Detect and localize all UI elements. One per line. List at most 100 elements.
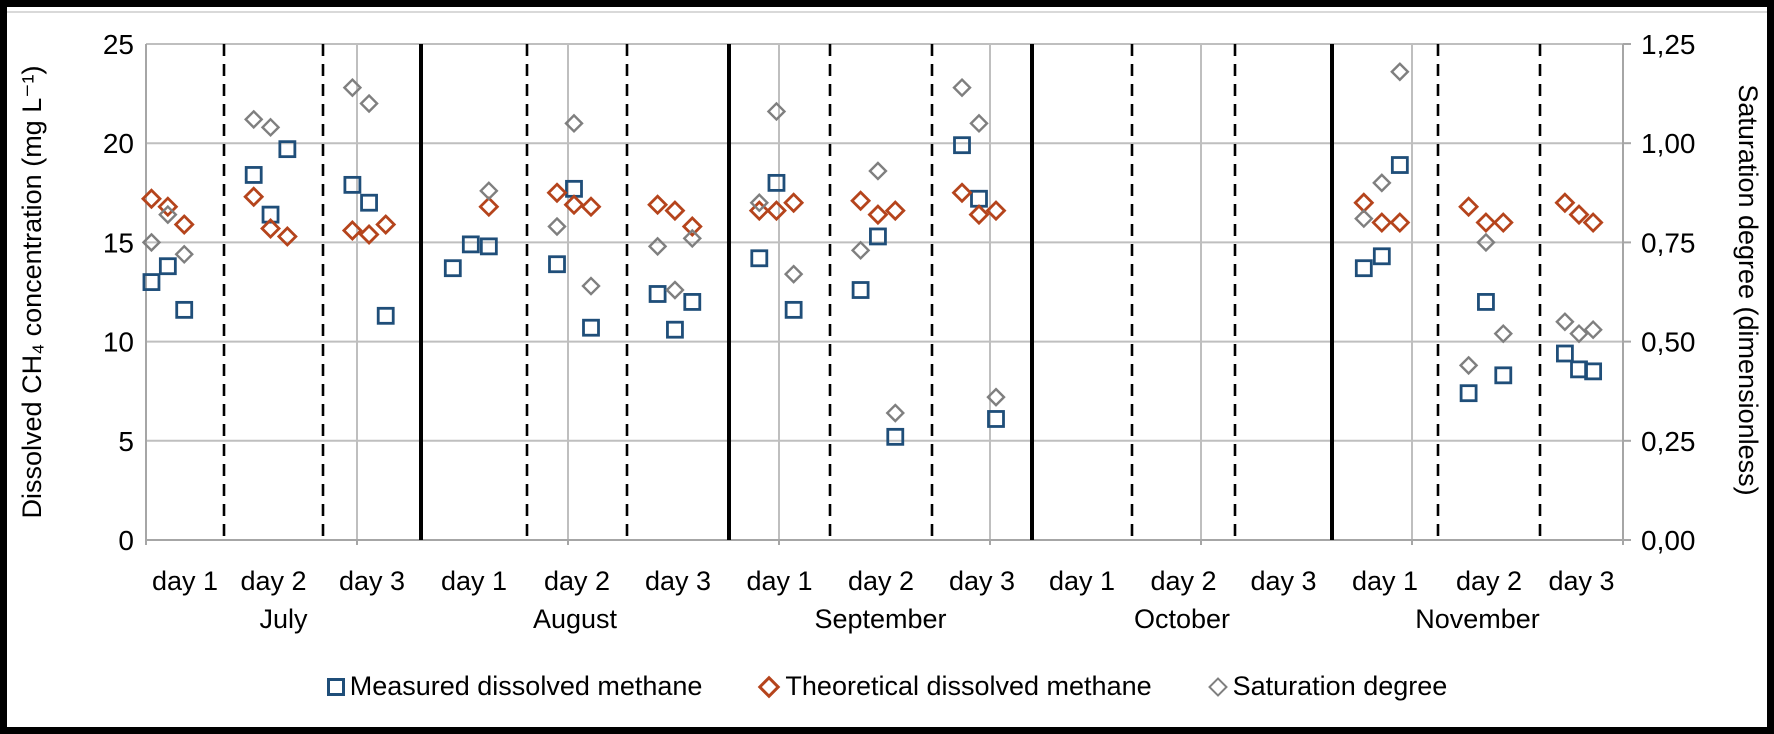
measured-point — [1372, 247, 1391, 266]
series-saturation — [141, 62, 1603, 423]
day-label: day 1 — [152, 566, 218, 596]
theoretical-point — [1492, 212, 1514, 234]
day-label: day 2 — [1150, 566, 1216, 596]
measured-point — [244, 166, 263, 184]
measured-point — [666, 320, 684, 339]
measured-point — [987, 410, 1005, 428]
theoretical-point — [358, 223, 380, 245]
series-theoretical — [140, 182, 1604, 247]
measured-point — [548, 255, 566, 274]
y-right-tick: 0,25 — [1641, 426, 1696, 457]
saturation-point — [1354, 208, 1374, 229]
measured-square-icon — [326, 677, 345, 696]
y-left-tick: 20 — [103, 128, 134, 159]
theoretical-point — [765, 200, 787, 222]
saturation-point — [1390, 62, 1410, 82]
theoretical-point — [140, 188, 162, 210]
measured-point — [175, 300, 194, 319]
theoretical-point — [1389, 212, 1411, 234]
day-label: day 1 — [1352, 566, 1418, 596]
theoretical-point — [681, 216, 703, 238]
day-label: day 2 — [1456, 566, 1522, 596]
day-label: day 2 — [848, 566, 914, 596]
saturation-point — [581, 276, 601, 296]
month-label: July — [259, 604, 308, 634]
month-label: September — [814, 604, 946, 634]
month-separators — [419, 44, 1334, 540]
measured-point — [479, 237, 498, 256]
theoretical-point — [968, 204, 990, 226]
theoretical-point — [580, 196, 602, 218]
theoretical-point — [546, 182, 568, 204]
day-label: day 3 — [339, 566, 405, 596]
saturation-point — [158, 204, 178, 225]
day-label: day 3 — [949, 566, 1015, 596]
y-right-tick: 1,25 — [1641, 29, 1696, 60]
theoretical-point — [157, 196, 179, 218]
measured-point — [1556, 344, 1574, 363]
measured-point — [970, 189, 988, 208]
theoretical-point — [1353, 192, 1375, 214]
theoretical-point — [850, 190, 872, 212]
saturation-point — [1493, 323, 1513, 344]
day-label: day 2 — [544, 566, 610, 596]
theoretical-point — [783, 192, 805, 214]
theoretical-point — [375, 214, 397, 236]
theoretical-point — [884, 200, 906, 222]
saturation-point — [1555, 312, 1575, 332]
theoretical-point — [563, 194, 585, 216]
measured-point — [851, 281, 870, 299]
saturation-point — [1458, 355, 1479, 376]
saturation-point — [564, 113, 584, 134]
y-right-tick: 0,00 — [1641, 525, 1696, 556]
theoretical-point — [1568, 204, 1590, 226]
theoretical-point — [867, 204, 889, 226]
measured-point — [953, 136, 971, 155]
measured-point — [683, 293, 702, 311]
measured-point — [343, 175, 362, 194]
y-left-tick: 25 — [103, 29, 134, 60]
chart-legend: Measured dissolved methane Theoretical d… — [7, 671, 1767, 702]
saturation-point — [479, 181, 499, 201]
theoretical-point — [276, 225, 298, 247]
measured-point — [461, 235, 480, 254]
saturation-point — [141, 232, 162, 253]
day-label: day 3 — [1250, 566, 1316, 596]
theoretical-point — [173, 214, 195, 236]
saturation-point — [749, 193, 769, 213]
measured-point — [1584, 362, 1603, 381]
measured-point — [1477, 293, 1495, 311]
measured-point — [443, 259, 462, 278]
theoretical-point — [664, 200, 686, 222]
theoretical-point — [243, 186, 265, 208]
saturation-point — [1583, 319, 1603, 340]
y-left-tick: 15 — [103, 227, 134, 258]
legend-label-theoretical: Theoretical dissolved methane — [785, 671, 1152, 701]
day-label: day 1 — [1049, 566, 1115, 596]
saturation-point — [260, 117, 281, 138]
saturation-point — [952, 77, 972, 98]
left-axis-title: Dissolved CH₄ concentration (mg L⁻¹) — [17, 66, 47, 519]
theoretical-point — [985, 200, 1007, 222]
saturation-point — [342, 77, 363, 98]
day-label: day 2 — [240, 566, 306, 596]
measured-point — [158, 257, 177, 276]
theoretical-point — [260, 218, 282, 239]
theoretical-point — [341, 220, 363, 241]
legend-item-measured: Measured dissolved methane — [326, 671, 702, 702]
y-right-tick: 0,75 — [1641, 227, 1696, 258]
saturation-point — [1476, 232, 1496, 253]
y-left-tick: 5 — [118, 426, 134, 457]
theoretical-point — [1475, 212, 1497, 234]
measured-point — [1459, 384, 1478, 403]
theoretical-point — [1554, 192, 1576, 214]
legend-label-saturation: Saturation degree — [1232, 671, 1448, 701]
y-left-tick: 0 — [118, 525, 134, 556]
measured-point — [1354, 259, 1373, 278]
saturation-point — [850, 240, 871, 261]
saturation-diamond-icon — [1207, 676, 1228, 697]
series-measured — [142, 136, 1603, 446]
x-axis-labels: day 1 day 2 day 3 July day 1 day 2 day 3 August… — [152, 566, 1615, 634]
